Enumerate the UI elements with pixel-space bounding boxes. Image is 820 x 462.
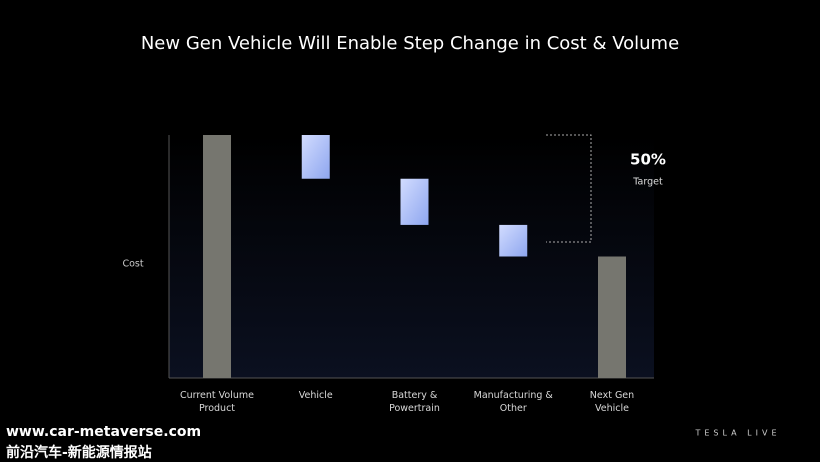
watermark-site: www.car-metaverse.com [6, 424, 202, 440]
x-tick-label: Battery & Powertrain [389, 390, 440, 414]
bar [203, 135, 231, 378]
watermark-name: 前沿汽车-新能源情报站 [6, 445, 152, 461]
chart-title: New Gen Vehicle Will Enable Step Change … [141, 33, 679, 54]
annotation-value: 50% [630, 151, 666, 169]
bar [598, 256, 626, 378]
x-tick-label: Current Volume Product [179, 390, 255, 414]
annotation-text: Target [632, 177, 663, 188]
x-tick-label: Vehicle [298, 390, 333, 401]
x-tick-label: Next Gen Vehicle [589, 390, 635, 414]
plot-background [169, 135, 654, 378]
logo: TESLA LIVE [694, 429, 780, 438]
bar [400, 178, 429, 225]
x-tick-label: Manufacturing & Other [473, 390, 553, 414]
bar [499, 224, 528, 257]
y-axis-label: Cost [122, 259, 143, 270]
bar [301, 135, 330, 179]
